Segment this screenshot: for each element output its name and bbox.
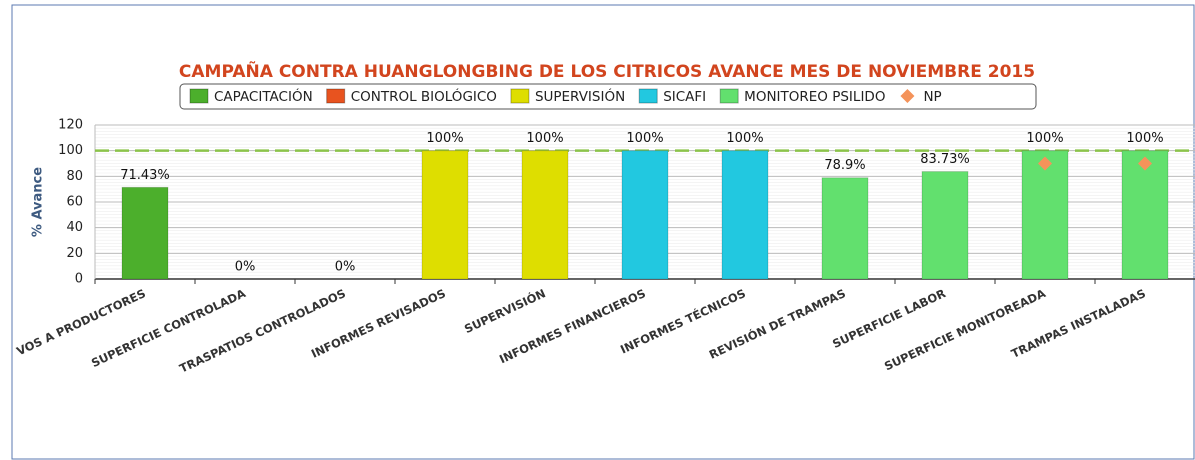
legend-label: NP: [923, 89, 941, 105]
bar: [521, 150, 569, 280]
y-axis-label: % Avance: [31, 167, 46, 237]
bar: [421, 150, 469, 280]
value-label: 0%: [335, 260, 356, 275]
x-tick-label: SUPERVISIÓN: [462, 285, 548, 336]
legend-marker: [510, 88, 530, 104]
value-label: 100%: [426, 131, 463, 146]
y-tick-label: 60: [66, 195, 83, 210]
y-tick-label: 100: [58, 143, 83, 158]
legend-label: CONTROL BIOLÓGICO: [351, 87, 497, 105]
chart-title: CAMPAÑA CONTRA HUANGLONGBING DE LOS CITR…: [179, 59, 1035, 82]
value-label: 71.43%: [120, 168, 170, 183]
value-label: 100%: [626, 131, 663, 146]
value-label: 100%: [726, 131, 763, 146]
x-tick-label: TRASPATIOS CONTROLADOS: [177, 286, 348, 375]
bar: [721, 150, 769, 280]
value-label: 100%: [1126, 131, 1163, 146]
y-tick-label: 0: [75, 272, 83, 287]
x-tick-label: SUPERFICIE MONITOREADA: [882, 286, 1048, 373]
np-marker: [1138, 156, 1152, 171]
bar: [621, 150, 669, 280]
bar: [921, 171, 969, 280]
legend-label: CAPACITACIÓN: [214, 87, 313, 105]
y-tick-label: 120: [58, 118, 83, 133]
y-tick-label: 80: [66, 169, 83, 184]
value-label: 78.9%: [824, 158, 865, 173]
bar: [121, 186, 169, 280]
legend-marker: [900, 89, 915, 103]
value-label: 100%: [1026, 131, 1063, 146]
bar: [1121, 150, 1169, 280]
bar: [1021, 150, 1069, 280]
bar: [821, 177, 869, 280]
legend-label: SICAFI: [663, 89, 706, 105]
legend-marker: [189, 88, 209, 104]
legend-marker: [326, 88, 346, 104]
legend-label: SUPERVISIÓN: [535, 87, 625, 105]
y-tick-label: 40: [66, 220, 83, 235]
legend-label: MONITOREO PSILIDO: [744, 89, 885, 105]
legend-box: [179, 83, 1037, 110]
y-tick-label: 20: [66, 246, 83, 261]
value-label: 0%: [235, 260, 256, 275]
legend-marker: [719, 88, 739, 104]
np-marker: [1038, 156, 1052, 171]
value-label: 100%: [526, 131, 563, 146]
legend-marker: [638, 88, 658, 104]
value-label: 83.73%: [920, 152, 970, 167]
frame: [11, 4, 1195, 460]
